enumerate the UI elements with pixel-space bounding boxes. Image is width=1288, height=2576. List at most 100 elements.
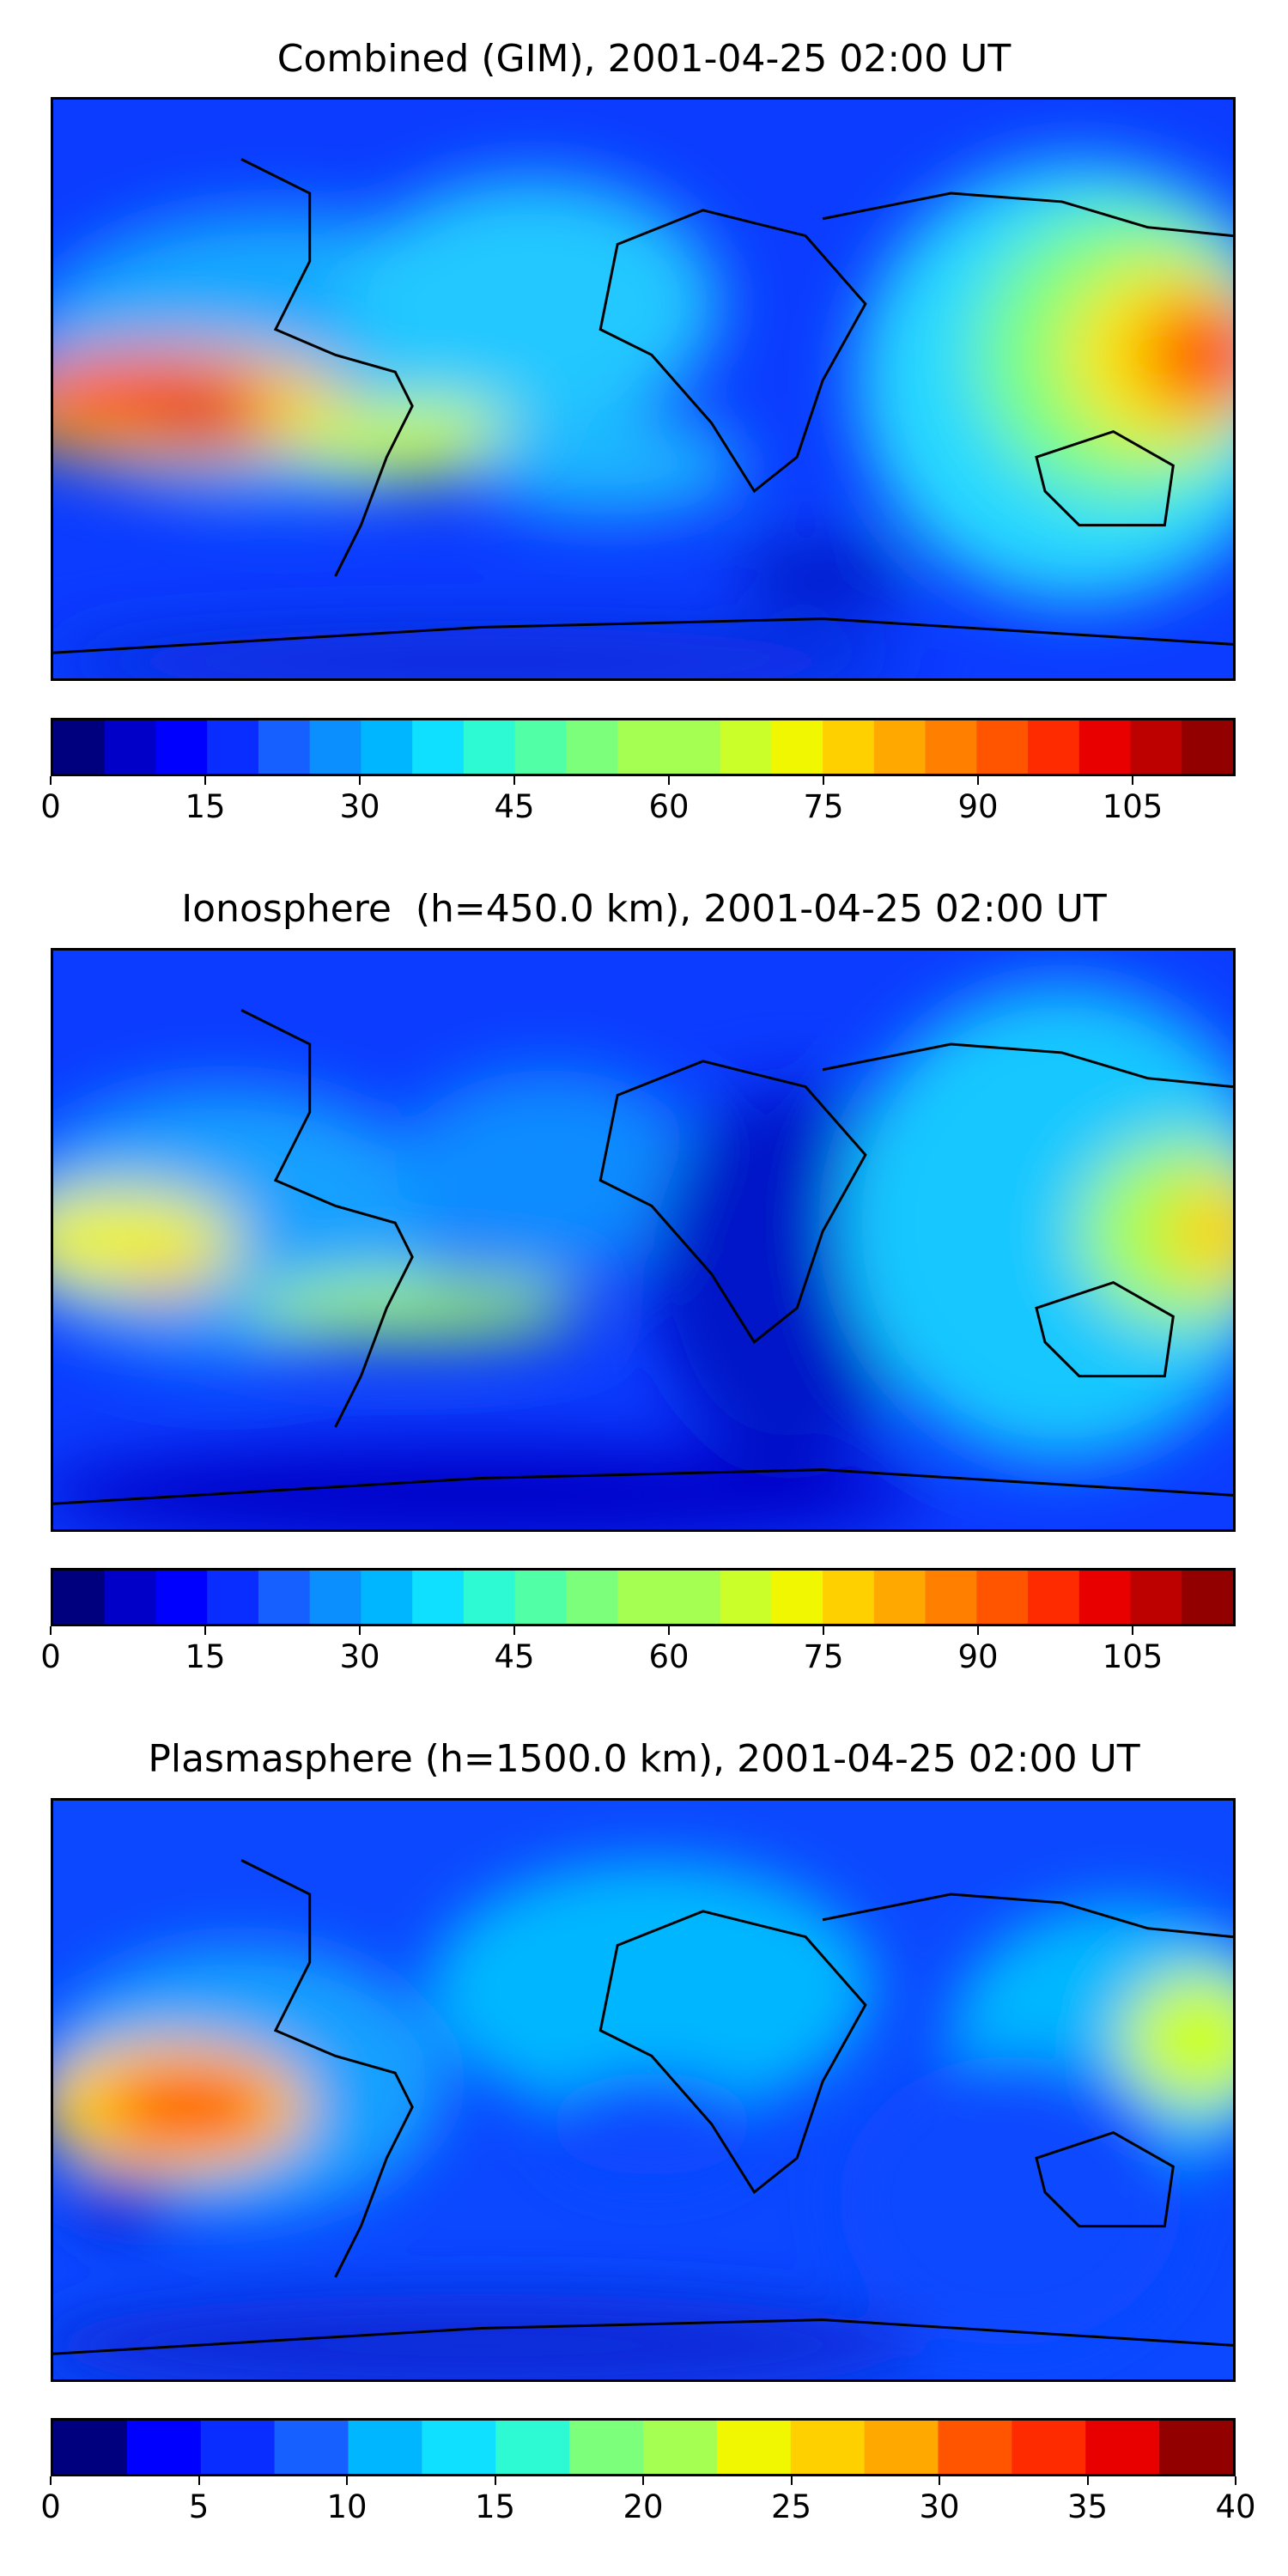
tec-map-combined (53, 100, 1233, 678)
colorbar-level-swatch (53, 1571, 106, 1624)
colorbar-combined-swatches (53, 720, 1233, 774)
colorbar-level-swatch (925, 720, 977, 774)
colorbar-tick-mark (668, 776, 670, 785)
colorbar-tick-mark (939, 2476, 940, 2485)
colorbar-level-swatch (569, 2421, 644, 2474)
colorbar-tick-label: 15 (185, 1638, 226, 1675)
panel-title-ionosphere: Ionosphere (h=450.0 km), 2001-04-25 02:0… (181, 887, 1107, 931)
colorbar-tick-mark (197, 2476, 200, 2485)
colorbar-level-swatch (771, 1571, 823, 1624)
colorbar-level-swatch (200, 2421, 276, 2474)
colorbar-level-swatch (873, 1571, 927, 1624)
colorbar-level-swatch (566, 720, 618, 774)
colorbar-tick-mark (50, 2476, 52, 2485)
coastlines-ionosphere (53, 1009, 1233, 1505)
colorbar-tick-label: 90 (957, 1638, 999, 1675)
colorbar-level-swatch (823, 720, 875, 774)
colorbar-level-swatch (976, 1571, 1029, 1624)
colorbar-level-swatch (1085, 2421, 1160, 2474)
colorbar-level-swatch (864, 2421, 939, 2474)
colorbar-level-swatch (938, 2421, 1012, 2474)
colorbar-level-swatch (258, 1571, 311, 1624)
colorbar-tick-label: 20 (623, 2488, 664, 2525)
tec-map-plasmasphere (53, 1801, 1233, 2379)
colorbar-level-swatch (412, 1571, 465, 1624)
colorbar-tick-mark (359, 776, 361, 785)
colorbar-level-swatch (668, 720, 721, 774)
colorbar-level-swatch (104, 1571, 157, 1624)
colorbar-tick-mark (1132, 776, 1133, 785)
colorbar-level-swatch (617, 720, 670, 774)
colorbar-tick-label: 0 (40, 788, 61, 825)
colorbar-level-swatch (309, 720, 362, 774)
colorbar-tick-mark (1235, 2476, 1236, 2485)
tec-map-ionosphere (53, 951, 1233, 1529)
colorbar-level-swatch (361, 1571, 413, 1624)
colorbar-level-swatch (925, 1571, 977, 1624)
colorbar-tick-label: 45 (494, 788, 535, 825)
colorbar-tick-mark (668, 1626, 670, 1635)
colorbar-level-swatch (495, 2421, 570, 2474)
colorbar-level-swatch (53, 2421, 128, 2474)
colorbar-level-swatch (126, 2421, 202, 2474)
colorbar-level-swatch (422, 2421, 496, 2474)
colorbar-tick-mark (977, 776, 979, 785)
colorbar-tick-label: 40 (1215, 2488, 1256, 2525)
map-combined (51, 97, 1236, 681)
colorbar-level-swatch (1182, 1571, 1233, 1624)
colorbar-tick-label: 75 (803, 1638, 844, 1675)
colorbar-level-swatch (514, 720, 567, 774)
colorbar-level-swatch (155, 720, 208, 774)
colorbar-level-swatch (566, 1571, 618, 1624)
colorbar-level-swatch (1012, 2421, 1086, 2474)
colorbar-level-swatch (873, 720, 927, 774)
colorbar-tick-mark (346, 2476, 348, 2485)
colorbar-level-swatch (720, 720, 772, 774)
colorbar-tick-label: 10 (326, 2488, 368, 2525)
colorbar-level-swatch (976, 720, 1029, 774)
colorbar-ionosphere (51, 1568, 1236, 1626)
colorbar-level-swatch (1028, 1571, 1080, 1624)
colorbar-ticks-combined: 0 15 30 45 60 75 90 105 (40, 776, 1236, 836)
colorbar-level-swatch (207, 1571, 259, 1624)
colorbar-tick-label: 0 (40, 2488, 61, 2525)
colorbar-tick-mark (823, 1626, 824, 1635)
map-plasmasphere (51, 1798, 1236, 2382)
colorbar-level-swatch (361, 720, 413, 774)
colorbar-level-swatch (1159, 2421, 1233, 2474)
colorbar-level-swatch (1078, 720, 1132, 774)
colorbar-tick-mark (204, 1626, 206, 1635)
colorbar-tick-label: 30 (339, 788, 380, 825)
colorbar-tick-label: 60 (648, 1638, 690, 1675)
colorbar-tick-mark (50, 1626, 52, 1635)
colorbar-level-swatch (258, 720, 311, 774)
colorbar-level-swatch (274, 2421, 349, 2474)
colorbar-level-swatch (348, 2421, 422, 2474)
colorbar-tick-mark (1132, 1626, 1133, 1635)
colorbar-tick-label: 30 (339, 1638, 380, 1675)
panel-title-plasmasphere: Plasmasphere (h=1500.0 km), 2001-04-25 0… (148, 1737, 1140, 1781)
colorbar-tick-label: 90 (957, 788, 999, 825)
colorbar-tick-label: 0 (40, 1638, 61, 1675)
colorbar-tick-mark (823, 776, 824, 785)
colorbar-tick-label: 35 (1066, 2488, 1109, 2525)
colorbar-level-swatch (1130, 1571, 1182, 1624)
colorbar-tick-label: 15 (185, 788, 226, 825)
colorbar-level-swatch (53, 720, 106, 774)
colorbar-level-swatch (1028, 720, 1080, 774)
colorbar-level-swatch (617, 1571, 670, 1624)
colorbar-tick-mark (204, 776, 206, 785)
colorbar-tick-label: 15 (474, 2488, 516, 2525)
colorbar-level-swatch (823, 1571, 875, 1624)
colorbar-tick-label: 105 (1102, 1638, 1163, 1675)
colorbar-ticks-ionosphere: 0 15 30 45 60 75 90 105 (40, 1626, 1236, 1686)
colorbar-plasmasphere (51, 2418, 1236, 2476)
colorbar-level-swatch (1130, 720, 1182, 774)
colorbar-level-swatch (716, 2421, 792, 2474)
colorbar-tick-label: 5 (188, 2488, 210, 2525)
colorbar-tick-mark (790, 2476, 793, 2485)
colorbar-level-swatch (155, 1571, 208, 1624)
colorbar-level-swatch (412, 720, 465, 774)
colorbar-level-swatch (720, 1571, 772, 1624)
coastlines-combined (53, 158, 1233, 654)
